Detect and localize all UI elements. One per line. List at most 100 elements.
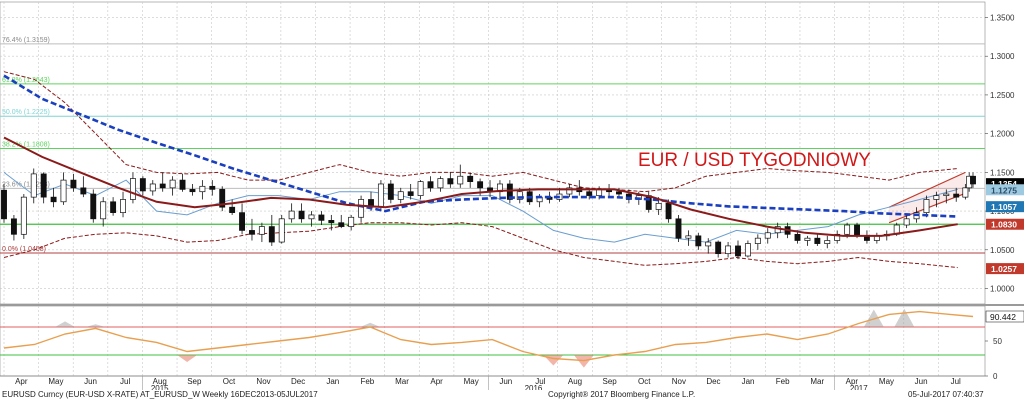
candle-body <box>159 183 166 189</box>
x-axis-month-label: Dec <box>706 377 720 386</box>
candle-body <box>20 196 27 235</box>
x-axis-month-label: Sep <box>603 377 618 386</box>
candle-body <box>70 179 77 189</box>
price-y-tick-label: 1.1500 <box>990 168 1015 177</box>
price-y-tick-label: 1.0500 <box>990 246 1015 255</box>
indicator-y-tick-label: 50 <box>993 337 1002 346</box>
candle-body <box>814 237 821 244</box>
candle-body <box>209 185 216 190</box>
footer-security-info: EURUSD Curncy (EUR-USD X-RATE) AT_EURUSD… <box>2 390 318 399</box>
footer-timestamp: 05-Jul-2017 07:40:37 <box>908 390 984 399</box>
x-axis-month-label: Feb <box>776 377 790 386</box>
candle-body <box>120 199 126 213</box>
candle-body <box>377 183 384 208</box>
candle-body <box>358 199 365 218</box>
x-axis-year-label: 2016 <box>525 384 543 390</box>
candle-body <box>397 191 404 200</box>
x-axis-month-label: Jan <box>742 377 755 386</box>
candle-body <box>328 220 335 224</box>
candle-body <box>417 181 424 196</box>
candle-body <box>715 241 722 255</box>
price-tag-label: 1.1354 <box>991 179 1017 189</box>
footer-copyright: Copyright® 2017 Bloomberg Finance L.P. <box>548 390 696 399</box>
moving-average-line <box>3 74 958 218</box>
price-tag-label: 1.0830 <box>991 220 1017 230</box>
x-axis-month-label: Oct <box>223 377 236 386</box>
candle-body <box>854 224 860 237</box>
candle-body <box>189 189 196 193</box>
price-y-tick-label: 1.0000 <box>990 285 1015 294</box>
x-axis-month-label: Jun <box>915 377 928 386</box>
candle-body <box>139 178 146 192</box>
candle-body <box>129 178 136 200</box>
indicator-value-tag <box>985 310 1024 323</box>
x-axis-month-label: Dec <box>291 377 305 386</box>
candle-body <box>655 202 662 210</box>
candle-body <box>804 237 811 241</box>
price-y-tick-label: 1.3500 <box>990 13 1015 22</box>
overbought-shade <box>55 321 76 327</box>
candle-body <box>665 202 672 220</box>
x-axis-month-label: Feb <box>360 377 374 386</box>
candle-body <box>348 216 355 227</box>
x-axis-month-label: Jul <box>120 377 130 386</box>
x-axis-month-label: Mar <box>395 377 409 386</box>
candle-body <box>953 193 960 198</box>
price-tag-background <box>986 178 1024 190</box>
candle-body <box>933 195 940 200</box>
chart-title: EUR / USD TYGODNIOWY <box>638 150 871 171</box>
x-axis-month-label: Mar <box>810 377 824 386</box>
candle-body <box>447 178 454 185</box>
candle-body <box>586 191 593 196</box>
x-axis-month-label: Sep <box>187 377 202 386</box>
x-axis-year-label: 2015 <box>151 384 169 390</box>
candle-body <box>457 175 464 185</box>
candle-body <box>407 191 414 196</box>
x-axis-month-label: Apr <box>846 377 859 386</box>
x-axis-month-label: Oct <box>638 377 651 386</box>
candle-body <box>427 181 434 189</box>
candle-body <box>675 218 682 239</box>
price-y-tick-label: 1.2500 <box>990 91 1015 100</box>
price-series-line <box>3 71 958 193</box>
candle-body <box>437 178 444 189</box>
candle-body <box>844 224 851 235</box>
candle-body <box>387 183 394 200</box>
price-y-tick-label: 1.3000 <box>990 52 1015 61</box>
candle-body <box>695 235 702 247</box>
price-tag-label: 1.0257 <box>991 264 1017 274</box>
oversold-shade <box>573 355 594 368</box>
candle-body <box>308 214 315 220</box>
x-axis-month-label: Jul <box>951 377 961 386</box>
x-axis-month-label: Jan <box>326 377 339 386</box>
candle-body <box>962 187 969 198</box>
candle-body <box>943 193 950 196</box>
candle-body <box>318 214 325 221</box>
candle-body <box>794 233 801 241</box>
candle-body <box>239 212 246 231</box>
x-axis-month-label: May <box>464 377 479 386</box>
candle-body <box>970 175 976 185</box>
candle-body <box>278 218 285 243</box>
candle-body <box>338 222 345 227</box>
candle-body <box>10 218 17 235</box>
price-tag-background <box>986 263 1024 275</box>
fibonacci-level-label: 0.0% (1.0458) <box>2 246 46 253</box>
candle-body <box>60 179 67 203</box>
oversold-shade <box>177 355 198 362</box>
price-tag-background <box>986 184 1024 196</box>
overbought-shade <box>894 308 915 327</box>
price-y-tick-label: 1.2000 <box>990 130 1015 139</box>
candle-body <box>268 226 275 243</box>
x-axis-month-label: May <box>48 377 63 386</box>
indicator-panel-frame <box>0 305 986 377</box>
candle-body <box>566 187 573 195</box>
candle-body <box>685 235 692 239</box>
candle-body <box>40 173 47 198</box>
candle-body <box>258 226 265 235</box>
overbought-shade <box>360 322 381 327</box>
x-axis-month-label: Jun <box>84 377 97 386</box>
candle-body <box>30 173 37 198</box>
price-tag-background <box>986 201 1024 213</box>
indicator-value-label: 90.442 <box>990 312 1016 322</box>
